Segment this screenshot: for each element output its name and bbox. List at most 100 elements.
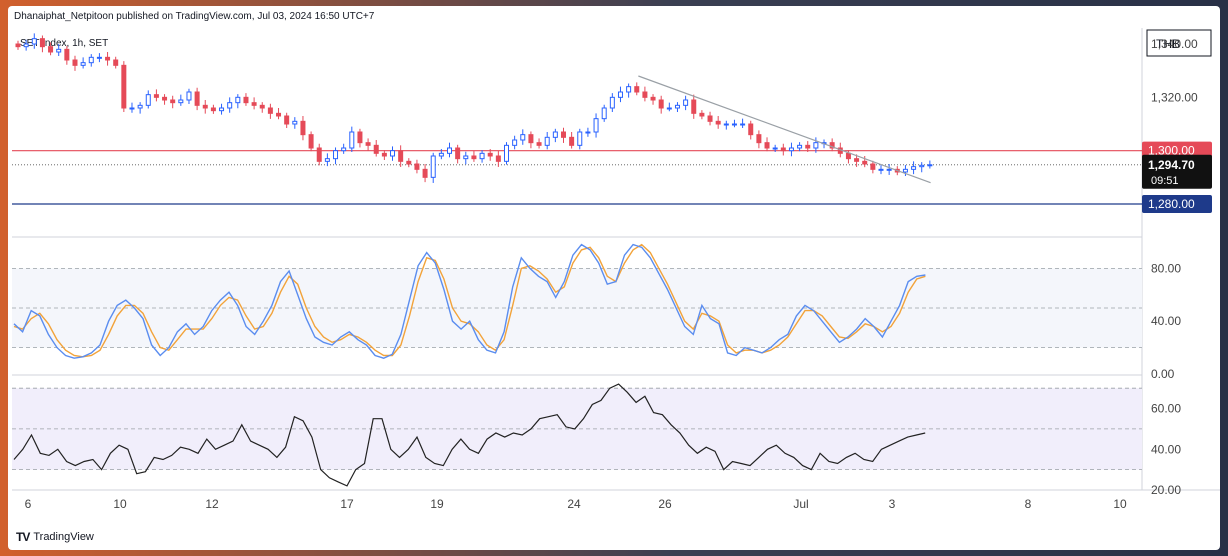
candle-body	[536, 142, 542, 146]
candle-body	[235, 96, 241, 104]
candle-body	[373, 144, 379, 154]
candle-body	[105, 56, 111, 61]
candle-body	[870, 163, 876, 170]
price-tick-label: 1,320.00	[1151, 90, 1198, 104]
candle-body	[919, 164, 925, 168]
candle-body	[650, 96, 656, 101]
candle-body	[715, 120, 721, 125]
candle-body	[707, 115, 713, 122]
candle-body	[927, 164, 933, 167]
candle-body	[390, 150, 396, 157]
level-label: 1,300.00	[1148, 144, 1195, 158]
candle-body	[430, 155, 436, 178]
candle-body	[854, 158, 860, 162]
candle-body	[503, 144, 509, 162]
candle-body	[617, 91, 623, 98]
time-tick-label: 10	[113, 497, 127, 511]
candle-body	[764, 142, 770, 149]
candle-body	[137, 104, 143, 109]
candle-body	[740, 123, 746, 126]
candle-body	[886, 168, 892, 171]
candle-body	[56, 48, 62, 53]
candle-body	[210, 107, 216, 112]
countdown-label: 09:51	[1151, 175, 1179, 187]
candle-body	[797, 144, 803, 149]
time-tick-label: 6	[25, 497, 32, 511]
candle-body	[829, 142, 835, 149]
candle-body	[357, 131, 363, 144]
candle-body	[194, 91, 200, 106]
candle-body	[911, 166, 917, 170]
candle-body	[259, 104, 265, 109]
candle-body	[528, 134, 534, 144]
candle-body	[479, 152, 485, 160]
candle-body	[805, 144, 811, 149]
candle-body	[813, 142, 819, 149]
candle-body	[878, 168, 884, 171]
candle-body	[308, 134, 314, 149]
chart-card: Dhanaiphat_Netpitoon published on Tradin…	[8, 6, 1220, 550]
candle-body	[153, 94, 159, 98]
candle-body	[560, 131, 566, 138]
candle-body	[674, 104, 680, 109]
last-price-badge	[1142, 154, 1212, 189]
candle-body	[699, 112, 705, 117]
candle-body	[267, 107, 273, 114]
candle-body	[447, 147, 453, 154]
candle-body	[471, 155, 477, 160]
brand-name: TradingView	[33, 531, 94, 543]
candle-body	[756, 134, 762, 144]
candle-body	[845, 152, 851, 160]
stoch-tick-label: 80.00	[1151, 261, 1181, 275]
stoch-k-line	[13, 243, 926, 359]
candle-body	[658, 99, 664, 109]
candle-body	[251, 102, 257, 106]
time-tick-label: 3	[889, 497, 896, 511]
time-tick-label: 24	[567, 497, 581, 511]
candle-body	[455, 147, 461, 160]
candle-body	[333, 150, 339, 160]
candle-body	[780, 147, 786, 152]
candle-body	[666, 107, 672, 110]
candle-body	[552, 131, 558, 138]
candle-body	[398, 150, 404, 162]
candle-body	[691, 99, 697, 114]
level-label: 1,280.00	[1148, 197, 1195, 211]
tradingview-logo-icon: TV	[16, 530, 30, 544]
candle-body	[72, 59, 78, 66]
candle-body	[300, 120, 306, 136]
candle-body	[129, 107, 135, 110]
candle-body	[902, 168, 908, 173]
candle-body	[438, 152, 444, 157]
rsi-tick-label: 60.00	[1151, 402, 1181, 416]
time-tick-label: 10	[1113, 497, 1127, 511]
candle-body	[487, 152, 493, 157]
candle-body	[422, 168, 428, 178]
time-tick-label: 12	[205, 497, 219, 511]
candle-body	[862, 160, 868, 165]
candle-body	[788, 147, 794, 152]
candle-body	[365, 142, 371, 146]
candle-body	[284, 115, 290, 125]
candle-body	[121, 64, 127, 109]
candle-body	[723, 123, 729, 126]
candle-body	[569, 136, 575, 146]
candle-body	[609, 96, 615, 109]
candle-body	[96, 56, 102, 59]
candle-body	[577, 131, 583, 146]
time-tick-label: 26	[658, 497, 672, 511]
candle-body	[683, 99, 689, 106]
trendline	[638, 75, 931, 184]
candle-body	[23, 43, 29, 48]
candle-body	[381, 152, 387, 157]
candle-body	[276, 112, 282, 117]
candle-body	[414, 163, 420, 170]
candle-body	[772, 147, 778, 150]
candle-body	[227, 102, 233, 109]
candle-body	[593, 118, 599, 133]
candle-body	[520, 134, 526, 141]
symbol-label[interactable]: SET Index, 1h, SET	[20, 38, 109, 49]
candle-body	[145, 94, 151, 106]
candle-body	[15, 43, 21, 48]
